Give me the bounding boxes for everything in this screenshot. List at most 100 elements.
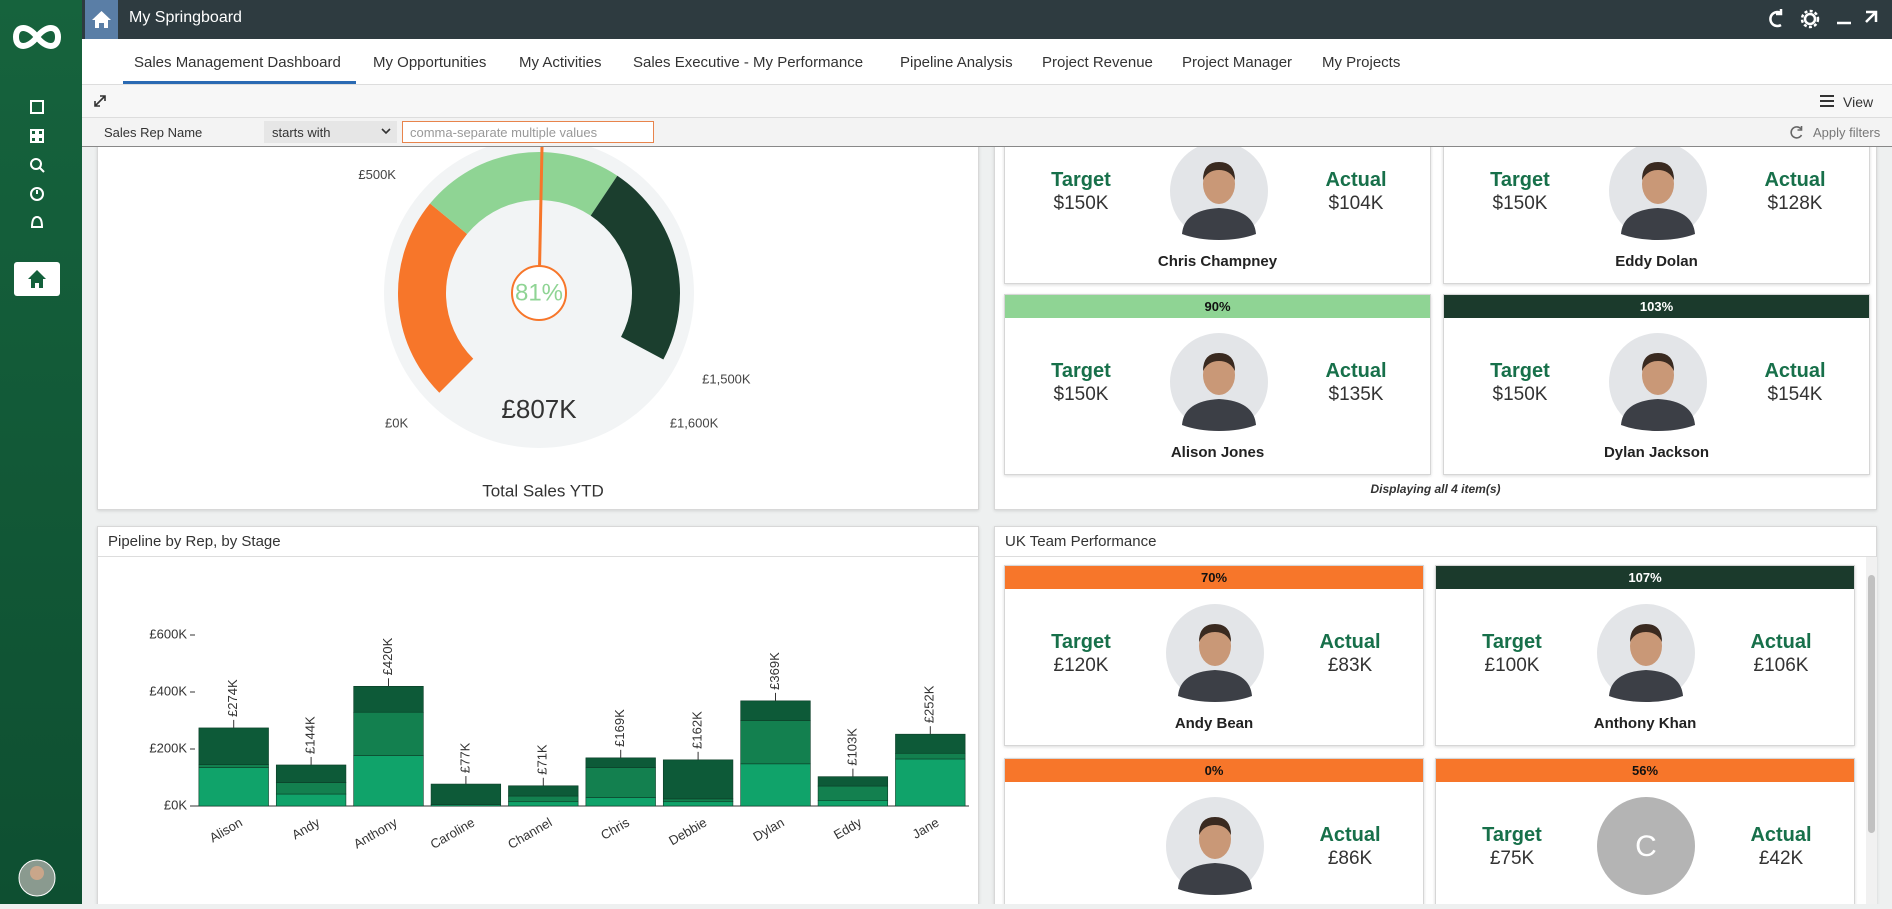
scrollbar-thumb[interactable] [1868,575,1875,833]
home-tile[interactable] [85,0,118,39]
card-header: 70% [1005,566,1423,589]
member-card: 0% Actual £86K [1004,758,1424,904]
actual-label: Actual [1319,824,1381,846]
avatar [1166,797,1264,895]
tab[interactable]: Sales Executive - My Performance [633,54,864,71]
bar-segment [198,727,269,765]
apply-icon[interactable] [1789,125,1804,140]
sidebar [0,0,82,904]
bar-segment [662,801,734,807]
avatar-head [1199,626,1231,666]
avatar [1597,604,1695,702]
x-tick-label: Alison [207,815,245,846]
target-label: Target [1490,169,1550,191]
total-label: £274K [225,679,240,717]
gauge-percent: 81% [515,279,563,306]
gauge-band [397,203,474,393]
gauge-tick-label: £1,500K [702,372,751,387]
tab[interactable]: My Opportunities [373,54,487,71]
avatar-placeholder [1597,797,1695,895]
view-button[interactable]: View [1843,94,1874,110]
tab[interactable]: Pipeline Analysis [900,54,1013,71]
member-card: Target $150K Actual $104K Chris Champney [1004,147,1431,284]
pipeline-panel: Pipeline by Rep, by Stage [97,526,979,904]
operator-text: starts with [272,125,331,140]
apply-filters[interactable]: Apply filters [1813,125,1881,140]
nav-icons[interactable] [30,100,45,228]
total-label: £103K [844,728,859,766]
dashboard-content: Displaying all 4 item(s) Pipeline by Rep… [82,147,1892,904]
tab[interactable]: My Activities [519,54,602,71]
actual-value: $104K [1328,193,1384,214]
avatar-hair [1202,162,1235,180]
actual-label: Actual [1764,169,1826,191]
avatar-body [1609,670,1683,702]
filter-input[interactable]: comma-separate multiple values [402,121,654,143]
bar-segment [198,767,269,807]
total-label: £144K [303,716,318,754]
bar-segment [353,755,424,807]
avatar-head [1199,819,1231,859]
scrollbar[interactable] [1866,557,1877,904]
bar-segment [895,752,966,760]
list-footer: Displaying all 4 item(s) [1370,482,1501,496]
x-tick-label: Dylan [750,815,786,845]
total-label: £369K [767,652,782,690]
tab[interactable]: Sales Management Dashboard [134,54,341,71]
bar-segment [585,797,656,807]
panel-divider [98,556,978,557]
avatar: C [1597,797,1695,895]
avatar-body [1178,863,1252,895]
y-tick-label: £200K [149,740,187,755]
panel-title: UK Team Performance [1005,533,1157,550]
member-card: Target $150K Actual $128K Eddy Dolan [1443,147,1870,284]
actual-label: Actual [1325,360,1387,382]
total-label: £162K [690,711,705,749]
actual-value: £42K [1758,848,1804,869]
gauge-tick-label: £1,600K [670,415,719,430]
member-name: Dylan Jackson [1603,444,1710,461]
avatar-hair [1199,624,1231,642]
avatar-initials: C [1635,830,1657,863]
x-tick-label: Caroline [428,815,477,852]
bar-segment [895,758,966,807]
avatar-hair [1641,162,1674,180]
actual-value: £86K [1327,848,1373,869]
card-header: 90% [1005,295,1430,318]
member-name: Chris Champney [1157,253,1278,270]
bar-segment [740,720,811,765]
avatar-head [1630,626,1662,666]
bar-segment [740,700,811,721]
avatar-hair [1630,624,1662,642]
sidebar-icons [12,25,62,897]
bar-segment [275,782,347,795]
avatar-body [1178,670,1252,702]
actual-label: Actual [1764,360,1826,382]
expand-icon[interactable] [92,93,108,109]
tab[interactable]: Project Revenue [1042,54,1153,71]
target-label: Target [1490,360,1550,382]
tab[interactable]: Project Manager [1182,54,1293,71]
target-label: Target [1051,631,1111,653]
operator-select[interactable]: starts with [264,121,397,143]
view-icon[interactable] [1819,94,1835,108]
window-controls[interactable] [1762,0,1892,39]
avatar [1608,147,1707,240]
avatar [1169,147,1268,240]
avatar-head [1202,355,1235,395]
avatar-hair [1202,353,1235,371]
member-card: 107% Target £100K Actual £106K Anthony Khan [1435,565,1855,746]
card-header: 103% [1444,295,1869,318]
panel-divider [995,556,1876,557]
total-label: £77K [457,742,472,773]
target-value: £100K [1484,655,1540,676]
target-value: $150K [1492,384,1548,405]
actual-label: Actual [1750,824,1812,846]
tab[interactable]: My Projects [1322,54,1401,71]
charts-layer: £0K £500K £1,500K £1,600K 81% £807K Total Sale… [149,147,969,852]
bar-segment [817,776,889,787]
gauge-needle [538,147,544,267]
active-tab-indicator [123,81,356,84]
bar-segment [353,711,424,756]
